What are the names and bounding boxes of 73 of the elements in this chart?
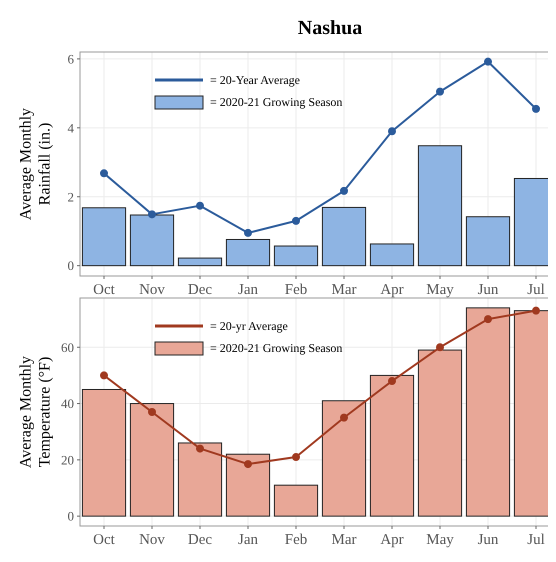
x-tick-label: Nov xyxy=(139,282,166,298)
point xyxy=(340,414,348,422)
bar xyxy=(130,403,174,517)
point xyxy=(292,216,300,225)
bar xyxy=(178,442,222,517)
y-tick-label: 60 xyxy=(61,340,74,355)
point xyxy=(196,202,204,210)
point xyxy=(100,371,108,380)
x-tick-label: Mar xyxy=(332,282,356,298)
x-tick-label: Jan xyxy=(238,282,258,298)
point xyxy=(196,444,204,453)
point xyxy=(244,460,252,468)
point xyxy=(532,104,540,113)
chart-title: Nashua xyxy=(298,17,362,39)
bar xyxy=(466,216,510,266)
x-tick-label: Apr xyxy=(380,282,404,298)
y-tick-label: 0 xyxy=(68,508,74,524)
x-tick-label: Jul xyxy=(527,532,545,548)
x-tick-label: Feb xyxy=(284,282,308,298)
bar xyxy=(82,388,126,517)
x-tick-label: Jan xyxy=(238,532,258,548)
point xyxy=(436,343,444,352)
y-tick-label: 2 xyxy=(68,189,74,204)
y-tick-label: 20 xyxy=(61,452,74,468)
y-axis-title: Average Monthly Rainfall (in.) xyxy=(17,108,54,220)
point xyxy=(148,408,156,416)
legend-label: = 2020-21 Growing Season xyxy=(210,341,342,356)
x-tick-label: May xyxy=(426,282,454,298)
point xyxy=(388,127,396,136)
bar xyxy=(226,238,270,266)
x-tick-label: Nov xyxy=(139,532,166,548)
bar xyxy=(370,374,414,517)
point xyxy=(484,58,492,66)
point xyxy=(148,210,156,218)
legend-label: = 20-Year Average xyxy=(210,73,300,88)
point xyxy=(388,377,396,386)
x-tick-label: May xyxy=(426,532,454,548)
y-axis-title: Average Monthly Temperature (°F) xyxy=(17,356,54,468)
y-tick-label: 40 xyxy=(61,396,74,412)
bar xyxy=(274,484,318,517)
bar xyxy=(418,145,462,266)
point xyxy=(100,169,108,178)
x-tick-label: Feb xyxy=(284,532,308,548)
y-tick-label: 4 xyxy=(68,120,74,136)
x-tick-label: Oct xyxy=(93,282,116,298)
bar xyxy=(322,400,366,517)
x-tick-label: Dec xyxy=(188,282,212,298)
bar xyxy=(466,307,510,517)
legend-label: = 20-yr Average xyxy=(210,319,288,334)
x-tick-label: Dec xyxy=(188,532,212,548)
y-tick-label: 6 xyxy=(68,51,74,66)
point xyxy=(340,186,348,195)
bar xyxy=(226,454,270,517)
y-tick-label: 0 xyxy=(68,258,74,274)
x-tick-label: Jul xyxy=(527,282,545,298)
point xyxy=(532,306,540,315)
point xyxy=(292,453,300,462)
x-tick-label: Jun xyxy=(478,532,499,548)
x-tick-label: Jun xyxy=(478,282,499,298)
point xyxy=(244,228,252,237)
bar xyxy=(274,246,318,266)
x-tick-label: Apr xyxy=(380,532,404,548)
bar xyxy=(322,206,366,266)
point xyxy=(484,315,492,324)
x-tick-label: Mar xyxy=(332,532,356,548)
bar xyxy=(82,207,126,266)
legend-label: = 2020-21 Growing Season xyxy=(210,95,342,110)
bar xyxy=(178,258,222,266)
x-tick-label: Oct xyxy=(93,532,116,548)
point xyxy=(436,88,444,96)
bar xyxy=(370,243,414,266)
bar xyxy=(130,214,174,266)
bar xyxy=(418,350,462,517)
